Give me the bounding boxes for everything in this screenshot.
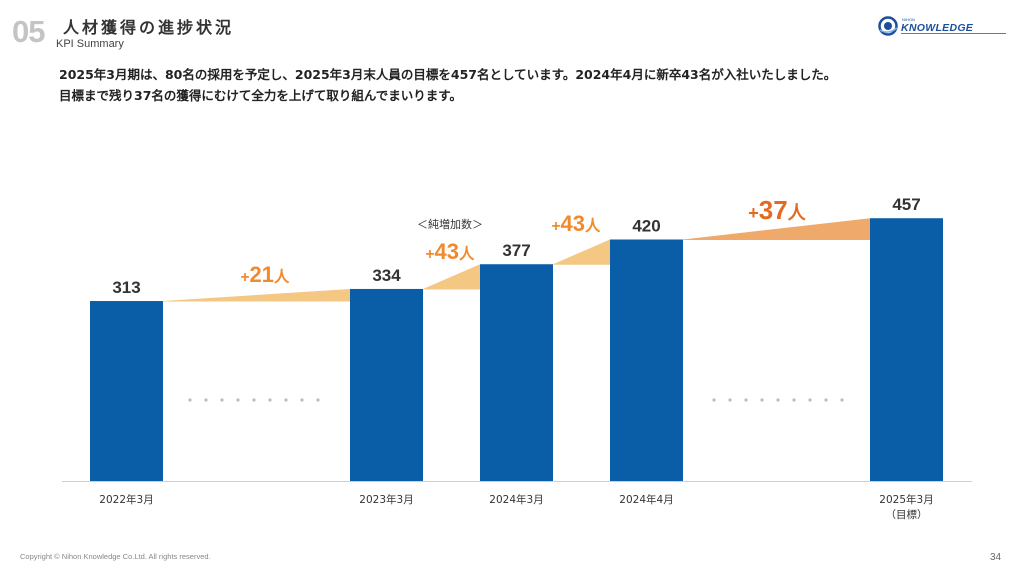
increment-unit: 人 [585,217,601,235]
category-label: 2024年3月 [489,493,543,506]
category-label: 2022年3月 [99,493,153,506]
gap-dot [728,398,732,402]
increment-label: +43人 [552,211,601,236]
company-logo: NIHON KNOWLEDGE [878,16,1006,36]
gap-dot [760,398,764,402]
gap-dot [284,398,288,402]
gap-dot [300,398,304,402]
category-sublabel: （目標） [886,508,928,521]
gap-dot [236,398,240,402]
increment-annotation: ＜純増加数＞ [417,218,483,231]
gap-dot [220,398,224,402]
page-subtitle: KPI Summary [56,38,124,50]
category-label: 2023年3月 [359,493,413,506]
increment-value: 37 [759,195,788,225]
description-line-2: 目標まで残り37名の獲得にむけて全力を上げて取り組んでまいります。 [59,88,463,103]
increment-unit: 人 [459,245,475,263]
section-number: 05 [12,14,45,49]
increment-unit: 人 [274,268,290,286]
increment-label: +21人 [241,262,290,287]
increment-label: +43人 [426,239,475,264]
logo-small-text: NIHON [902,17,915,22]
gap-dot [252,398,256,402]
copyright: Copyright © Nihon Knowledge Co.Ltd. All … [20,552,211,561]
description-line-1: 2025年3月期は、80名の採用を予定し、2025年3月末人員の目標を457名と… [59,67,837,82]
description: 2025年3月期は、80名の採用を予定し、2025年3月末人員の目標を457名と… [59,64,836,106]
bar [480,264,553,481]
increment-band [683,218,870,240]
bar [870,218,943,481]
bar-value-label: 313 [112,278,140,297]
bar-value-label: 334 [372,266,401,285]
increment-value: 21 [250,262,274,287]
increment-value: 43 [561,211,585,236]
bar [610,239,683,481]
bar-value-label: 457 [892,195,920,214]
increment-label: +37人 [748,195,807,225]
gap-dot [316,398,320,402]
bar-value-label: 377 [502,241,530,260]
increment-value: 43 [435,239,459,264]
increment-sign: + [748,203,759,223]
logo-text: KNOWLEDGE [901,22,974,34]
gap-dot [808,398,812,402]
gap-dot [840,398,844,402]
increment-band [553,239,610,265]
increment-band [163,288,350,302]
gap-dot [744,398,748,402]
increment-sign: + [426,246,435,263]
gap-dot [824,398,828,402]
gap-dot [268,398,272,402]
increment-sign: + [552,218,561,235]
gap-dot [188,398,192,402]
gap-dot [204,398,208,402]
increment-unit: 人 [788,203,807,224]
gap-dot [712,398,716,402]
gap-dot [792,398,796,402]
category-label: 2025年3月 [879,493,933,506]
bar [350,288,423,481]
increment-sign: + [241,269,250,286]
gap-dot [776,398,780,402]
increment-band [423,264,480,290]
page-number: 34 [990,552,1002,563]
bar-value-label: 420 [632,217,660,236]
bar [90,301,163,481]
category-label: 2024年4月 [619,493,673,506]
page-title: 人材獲得の進捗状況 [63,18,235,37]
